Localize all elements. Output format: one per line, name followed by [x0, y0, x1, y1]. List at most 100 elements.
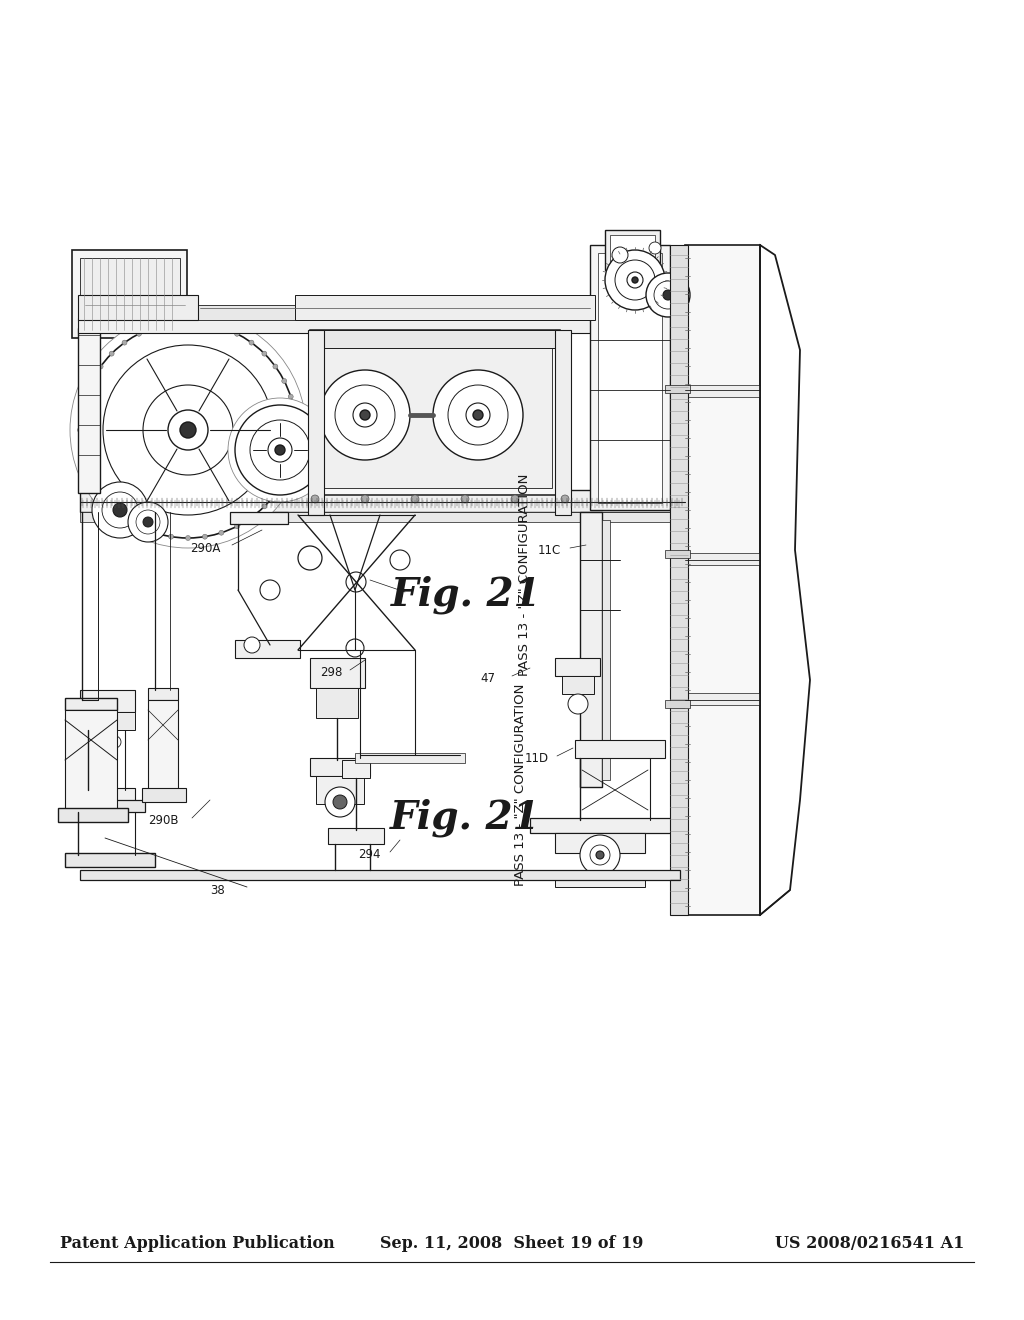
- Circle shape: [663, 290, 673, 300]
- Circle shape: [78, 428, 83, 433]
- Bar: [316, 688, 358, 718]
- Circle shape: [473, 411, 483, 420]
- Circle shape: [250, 420, 310, 480]
- Text: Fig. 21: Fig. 21: [390, 799, 541, 837]
- Circle shape: [596, 851, 604, 859]
- Circle shape: [298, 546, 322, 570]
- Bar: [65, 853, 155, 867]
- Bar: [148, 688, 178, 700]
- Circle shape: [143, 385, 233, 475]
- Circle shape: [203, 535, 208, 539]
- Circle shape: [219, 325, 224, 330]
- Circle shape: [390, 550, 410, 570]
- Circle shape: [128, 502, 168, 543]
- Circle shape: [80, 322, 296, 539]
- Circle shape: [325, 787, 355, 817]
- Circle shape: [360, 411, 370, 420]
- Circle shape: [346, 639, 364, 657]
- Bar: [328, 828, 384, 843]
- Circle shape: [79, 445, 84, 449]
- Circle shape: [646, 273, 690, 317]
- Bar: [575, 741, 665, 758]
- Text: PASS 13 - "Z" CONFIGURATION: PASS 13 - "Z" CONFIGURATION: [513, 684, 526, 886]
- Bar: [555, 875, 645, 887]
- Circle shape: [136, 524, 141, 529]
- Circle shape: [272, 364, 278, 370]
- Circle shape: [153, 531, 157, 535]
- Bar: [318, 338, 552, 488]
- Circle shape: [288, 461, 293, 466]
- Bar: [80, 512, 685, 521]
- Circle shape: [87, 727, 103, 743]
- Bar: [685, 246, 760, 915]
- Text: 11C: 11C: [538, 544, 561, 557]
- Bar: [665, 550, 690, 558]
- Bar: [670, 246, 688, 915]
- Bar: [78, 327, 100, 492]
- Bar: [80, 711, 135, 730]
- Bar: [70, 800, 145, 812]
- Circle shape: [511, 495, 519, 503]
- Circle shape: [136, 510, 160, 535]
- Circle shape: [70, 312, 306, 548]
- Bar: [58, 808, 128, 822]
- Circle shape: [169, 535, 174, 539]
- Circle shape: [110, 351, 114, 356]
- Circle shape: [311, 495, 319, 503]
- Circle shape: [109, 737, 121, 748]
- Circle shape: [262, 351, 267, 356]
- Circle shape: [411, 495, 419, 503]
- Circle shape: [153, 325, 157, 330]
- Text: 11D: 11D: [525, 751, 549, 764]
- Bar: [555, 657, 600, 676]
- Bar: [355, 752, 465, 763]
- Text: PASS 13 - "Z" CONFIGURATION: PASS 13 - "Z" CONFIGURATION: [517, 474, 530, 676]
- Circle shape: [466, 403, 490, 426]
- Text: Sep. 11, 2008  Sheet 19 of 19: Sep. 11, 2008 Sheet 19 of 19: [380, 1236, 644, 1253]
- Text: 298: 298: [319, 665, 342, 678]
- Circle shape: [268, 438, 292, 462]
- Circle shape: [632, 277, 638, 282]
- Bar: [665, 700, 690, 708]
- Circle shape: [353, 403, 377, 426]
- Circle shape: [203, 321, 208, 326]
- Circle shape: [346, 572, 366, 591]
- Circle shape: [92, 482, 148, 539]
- Circle shape: [282, 477, 287, 482]
- Circle shape: [83, 461, 88, 466]
- Bar: [610, 235, 655, 265]
- Bar: [80, 870, 680, 880]
- Circle shape: [228, 399, 332, 502]
- Text: 294: 294: [358, 849, 381, 862]
- Bar: [685, 553, 760, 565]
- Bar: [685, 385, 760, 397]
- Bar: [316, 776, 364, 804]
- Circle shape: [361, 495, 369, 503]
- Circle shape: [333, 795, 347, 809]
- Bar: [555, 833, 645, 853]
- Bar: [580, 512, 602, 787]
- Circle shape: [122, 515, 127, 520]
- Text: Patent Application Publication: Patent Application Publication: [60, 1236, 335, 1253]
- Bar: [310, 657, 365, 688]
- Bar: [78, 318, 686, 333]
- Circle shape: [249, 515, 254, 520]
- Circle shape: [561, 495, 569, 503]
- Circle shape: [319, 370, 410, 459]
- Circle shape: [615, 260, 655, 300]
- Circle shape: [234, 524, 240, 529]
- Circle shape: [234, 331, 240, 337]
- Circle shape: [449, 385, 508, 445]
- Bar: [308, 330, 324, 515]
- Bar: [65, 698, 117, 710]
- Circle shape: [282, 379, 287, 384]
- Bar: [148, 700, 178, 789]
- Bar: [562, 676, 594, 694]
- Text: US 2008/0216541 A1: US 2008/0216541 A1: [774, 1236, 964, 1253]
- Bar: [555, 330, 571, 515]
- Circle shape: [612, 247, 628, 263]
- Bar: [65, 710, 117, 810]
- Circle shape: [580, 836, 620, 875]
- Circle shape: [244, 638, 260, 653]
- Circle shape: [113, 503, 127, 517]
